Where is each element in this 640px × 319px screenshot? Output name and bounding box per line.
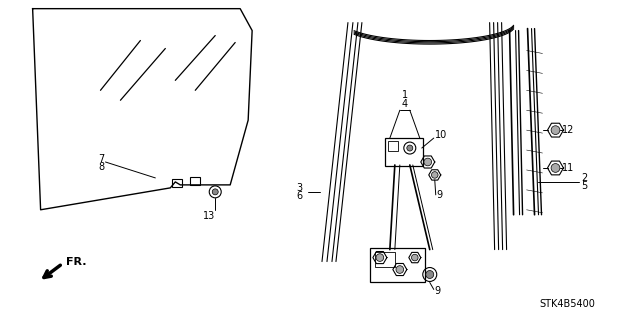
Bar [370,248,425,282]
Circle shape [396,266,404,273]
Text: 5: 5 [581,181,588,191]
Bar [388,141,398,151]
Text: 9: 9 [435,286,441,296]
Text: 10: 10 [435,130,447,140]
Text: 6: 6 [296,191,302,201]
Circle shape [426,271,434,278]
Text: 7: 7 [99,154,105,164]
Text: 9: 9 [436,190,443,200]
Bar [190,177,200,185]
Text: 8: 8 [99,162,104,172]
Bar [385,138,423,166]
Circle shape [407,145,413,151]
Text: 13: 13 [203,211,216,221]
Circle shape [424,158,431,166]
Text: 12: 12 [561,125,574,135]
Circle shape [431,172,438,178]
Text: FR.: FR. [65,256,86,267]
Circle shape [551,164,560,172]
Bar [172,179,182,187]
Text: 2: 2 [581,173,588,183]
Text: 4: 4 [402,99,408,109]
Text: 1: 1 [402,90,408,100]
Circle shape [212,189,218,195]
Circle shape [376,254,384,261]
Bar [375,252,395,267]
Text: 3: 3 [296,183,302,193]
Circle shape [551,126,560,135]
Text: 11: 11 [561,163,573,173]
Text: STK4B5400: STK4B5400 [540,299,595,309]
Circle shape [412,254,418,261]
